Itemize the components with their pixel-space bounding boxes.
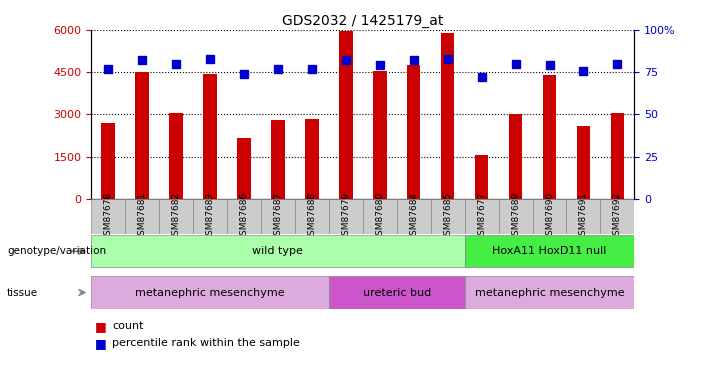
Text: percentile rank within the sample: percentile rank within the sample — [112, 338, 300, 348]
Bar — [533, 199, 566, 234]
Text: GSM87681: GSM87681 — [137, 192, 147, 241]
Bar — [475, 155, 489, 199]
Bar — [271, 120, 285, 199]
Bar — [498, 199, 533, 234]
Text: GSM87678: GSM87678 — [104, 192, 113, 241]
Text: GSM87689: GSM87689 — [511, 192, 520, 241]
Title: GDS2032 / 1425179_at: GDS2032 / 1425179_at — [282, 13, 444, 28]
Text: GSM87682: GSM87682 — [172, 192, 181, 241]
Bar — [135, 72, 149, 199]
Text: GSM87677: GSM87677 — [477, 192, 486, 241]
Text: GSM87680: GSM87680 — [375, 192, 384, 241]
Text: GSM87685: GSM87685 — [443, 192, 452, 241]
Bar — [441, 33, 454, 199]
Bar — [465, 276, 634, 309]
Text: GSM87683: GSM87683 — [205, 192, 215, 241]
Bar — [169, 113, 183, 199]
Text: metanephric mesenchyme: metanephric mesenchyme — [135, 288, 285, 297]
Bar — [203, 74, 217, 199]
Bar — [329, 276, 465, 309]
Text: GSM87687: GSM87687 — [273, 192, 283, 241]
Bar — [193, 199, 227, 234]
Bar — [305, 118, 319, 199]
Text: GSM87686: GSM87686 — [240, 192, 248, 241]
Bar — [430, 199, 465, 234]
Bar — [261, 199, 295, 234]
Bar — [509, 114, 522, 199]
Text: ureteric bud: ureteric bud — [362, 288, 431, 297]
Bar — [125, 199, 159, 234]
Bar — [91, 199, 125, 234]
Bar — [91, 235, 465, 267]
Bar — [102, 123, 115, 199]
Text: count: count — [112, 321, 144, 331]
Bar — [407, 65, 421, 199]
Text: GSM87692: GSM87692 — [613, 192, 622, 241]
Bar — [227, 199, 261, 234]
Bar — [339, 32, 353, 199]
Bar — [397, 199, 430, 234]
Bar — [611, 113, 624, 199]
Text: GSM87691: GSM87691 — [579, 192, 588, 241]
Text: GSM87688: GSM87688 — [307, 192, 316, 241]
Text: ■: ■ — [95, 337, 107, 350]
Text: GSM87684: GSM87684 — [409, 192, 418, 241]
Bar — [465, 199, 498, 234]
Bar — [566, 199, 601, 234]
Text: HoxA11 HoxD11 null: HoxA11 HoxD11 null — [492, 246, 606, 256]
Text: GSM87690: GSM87690 — [545, 192, 554, 241]
Text: tissue: tissue — [7, 288, 38, 297]
Bar — [295, 199, 329, 234]
Bar — [237, 138, 251, 199]
Text: wild type: wild type — [252, 246, 304, 256]
Text: genotype/variation: genotype/variation — [7, 246, 106, 256]
Text: metanephric mesenchyme: metanephric mesenchyme — [475, 288, 625, 297]
Text: GSM87679: GSM87679 — [341, 192, 350, 241]
Bar — [601, 199, 634, 234]
Bar — [577, 126, 590, 199]
Bar — [543, 75, 557, 199]
Bar — [159, 199, 193, 234]
Text: ■: ■ — [95, 320, 107, 333]
Bar — [373, 71, 386, 199]
Bar — [91, 276, 329, 309]
Bar — [465, 235, 634, 267]
Bar — [363, 199, 397, 234]
Bar — [329, 199, 363, 234]
